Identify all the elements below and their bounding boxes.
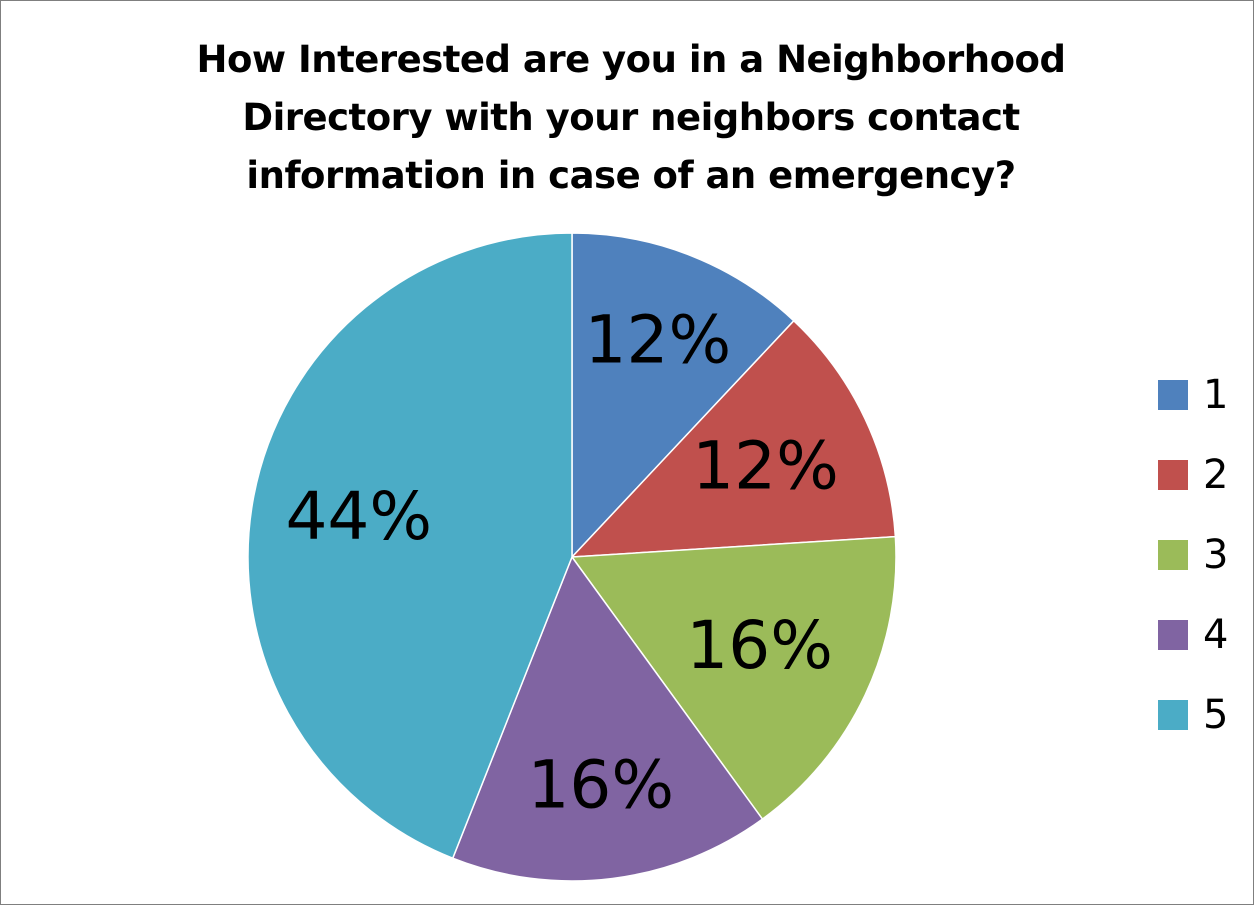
pie-slice-3 [570, 535, 897, 821]
legend: 1 2 3 4 5 [1158, 375, 1228, 775]
pie-data-label-1: 12% [585, 302, 732, 379]
legend-item-1: 1 [1158, 375, 1228, 415]
pie-slice-1 [571, 232, 795, 559]
legend-item-4: 4 [1158, 615, 1228, 655]
pie-slices [247, 232, 897, 882]
pie-data-labels: 12% 12% 16%16% 44% [285, 302, 838, 824]
pie-data-label-5: 44% [285, 478, 432, 555]
legend-item-5: 5 [1158, 695, 1228, 735]
legend-label-2: 2 [1203, 452, 1229, 498]
legend-swatch-3 [1158, 540, 1188, 570]
legend-item-2: 2 [1158, 455, 1228, 495]
legend-label-1: 1 [1203, 372, 1229, 418]
pie-data-label-4: 16% [527, 747, 674, 824]
pie-data-label-2: 12% [692, 428, 839, 505]
legend-swatch-1 [1158, 380, 1188, 410]
pie-slice-5 [247, 232, 573, 860]
legend-swatch-5 [1158, 700, 1188, 730]
legend-label-3: 3 [1203, 532, 1229, 578]
legend-swatch-2 [1158, 460, 1188, 490]
chart-title-line-3: information in case of an emergency? [246, 154, 1016, 197]
chart-title: How Interested are you in a Neighborhood… [131, 31, 1131, 205]
legend-label-5: 5 [1203, 692, 1229, 738]
legend-swatch-4 [1158, 620, 1188, 650]
legend-label-4: 4 [1203, 612, 1229, 658]
pie-slice-2 [570, 319, 897, 558]
chart-title-line-1: How Interested are you in a Neighborhood [196, 38, 1066, 81]
pie-data-label-3: 16% [686, 607, 833, 684]
chart-title-line-2: Directory with your neighbors contact [242, 96, 1020, 139]
legend-item-3: 3 [1158, 535, 1228, 575]
pie-slice-4 [451, 555, 764, 882]
